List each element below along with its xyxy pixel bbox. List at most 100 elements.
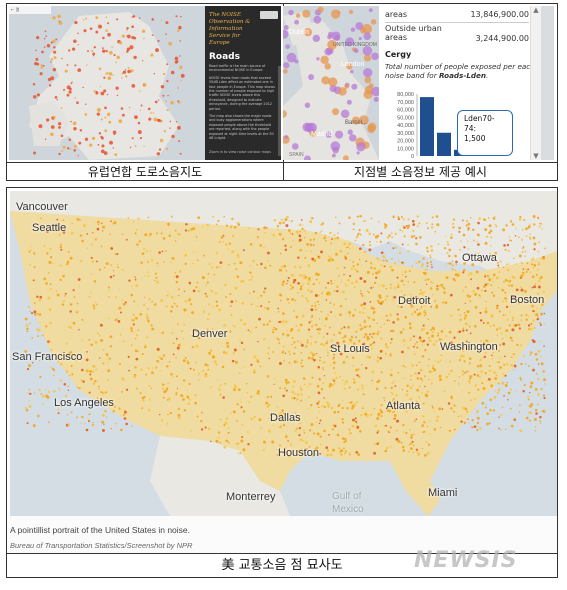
eu-noise-dot xyxy=(128,106,131,109)
us-noise-dot xyxy=(148,298,151,300)
eu-road-noise-map[interactable]: ← 맵 The NOISE Observation & Information … xyxy=(9,6,281,160)
us-noise-dot xyxy=(377,301,381,305)
us-noise-dot xyxy=(172,342,175,345)
us-traffic-noise-map[interactable]: Vancouver Seattle Denver San Francisco L… xyxy=(10,191,557,516)
point-noise-dot xyxy=(342,155,349,160)
us-noise-dot xyxy=(379,284,381,287)
us-noise-dot xyxy=(297,431,299,433)
us-noise-dot xyxy=(416,215,419,218)
us-noise-dot xyxy=(177,323,179,325)
us-noise-dot xyxy=(431,250,433,252)
us-noise-dot xyxy=(266,226,268,229)
eu-noise-dot xyxy=(108,50,113,55)
us-noise-dot xyxy=(420,300,424,303)
us-noise-dot xyxy=(109,345,113,348)
us-noise-dot xyxy=(423,291,425,294)
us-noise-dot xyxy=(260,294,263,297)
us-noise-dot xyxy=(481,401,485,405)
us-noise-dot xyxy=(401,243,404,246)
us-noise-dot xyxy=(234,360,238,364)
us-noise-dot xyxy=(429,420,431,422)
us-noise-dot xyxy=(256,305,259,308)
us-noise-dot xyxy=(383,399,386,402)
us-noise-dot xyxy=(465,329,468,332)
us-noise-dot xyxy=(183,308,187,312)
us-noise-dot xyxy=(404,270,408,274)
us-noise-dot xyxy=(315,272,318,276)
us-noise-dot xyxy=(364,412,368,416)
us-noise-dot xyxy=(51,367,54,370)
us-noise-dot xyxy=(310,403,313,407)
scroll-down-icon[interactable]: ▼ xyxy=(533,152,539,160)
us-noise-dot xyxy=(277,228,279,231)
us-noise-dot xyxy=(67,325,70,328)
us-noise-dot xyxy=(508,236,510,238)
us-noise-dot xyxy=(286,280,289,282)
us-noise-dot xyxy=(519,215,522,219)
us-noise-dot xyxy=(308,396,310,399)
us-noise-dot xyxy=(26,422,29,425)
us-noise-dot xyxy=(505,224,508,227)
us-noise-dot xyxy=(414,372,417,375)
us-noise-dot xyxy=(343,335,347,338)
us-noise-dot xyxy=(476,233,480,237)
us-noise-dot xyxy=(423,311,425,313)
us-noise-dot xyxy=(344,351,346,354)
us-noise-dot xyxy=(212,215,215,218)
scroll-up-icon[interactable]: ▲ xyxy=(533,6,539,14)
us-noise-dot xyxy=(476,365,480,368)
us-noise-dot xyxy=(431,266,433,269)
us-noise-dot xyxy=(368,240,371,243)
us-noise-dot xyxy=(396,285,400,288)
eu-noise-dot xyxy=(179,65,183,70)
us-noise-dot xyxy=(67,423,71,427)
point-map-canvas[interactable]: Dublin UNITED KINGDOM London Madrid Barc… xyxy=(283,6,379,160)
us-noise-dot xyxy=(320,310,323,313)
map-header[interactable]: ← 맵 xyxy=(9,6,51,14)
us-noise-dot xyxy=(118,407,121,410)
us-noise-dot xyxy=(403,284,405,286)
us-noise-dot xyxy=(296,360,299,363)
us-noise-dot xyxy=(301,314,305,318)
point-noise-dot xyxy=(308,74,315,81)
us-noise-dot xyxy=(286,330,288,332)
us-noise-dot xyxy=(192,227,196,231)
eu-noise-dot xyxy=(62,88,66,91)
us-noise-dot xyxy=(343,242,347,246)
us-noise-dot xyxy=(331,428,334,431)
us-noise-dot xyxy=(409,429,411,431)
sidebar-scrollbar[interactable] xyxy=(278,66,281,156)
us-noise-dot xyxy=(239,261,243,265)
us-noise-dot xyxy=(174,229,177,232)
point-noise-dot xyxy=(327,77,338,87)
eu-noise-dot xyxy=(53,50,57,54)
us-noise-dot xyxy=(379,240,382,244)
us-noise-dot xyxy=(300,365,303,368)
info-sidebar: The NOISE Observation & Information Serv… xyxy=(205,6,281,160)
info-scrollbar[interactable]: ▲ ▼ xyxy=(530,6,541,160)
eu-noise-dot xyxy=(100,149,105,154)
us-noise-dot xyxy=(277,311,280,313)
us-noise-dot xyxy=(373,443,376,445)
us-noise-dot xyxy=(417,372,421,375)
us-noise-dot xyxy=(219,393,222,396)
us-noise-dot xyxy=(421,263,424,266)
us-noise-dot xyxy=(304,232,307,234)
us-noise-dot xyxy=(410,447,413,450)
us-noise-dot xyxy=(282,280,285,284)
us-noise-dot xyxy=(223,215,225,218)
us-noise-dot xyxy=(248,279,251,282)
us-noise-dot xyxy=(536,317,540,321)
point-noise-info-map[interactable]: Dublin UNITED KINGDOM London Madrid Barc… xyxy=(283,6,554,160)
us-noise-dot xyxy=(134,317,136,320)
eu-noise-dot xyxy=(137,130,142,135)
us-noise-dot xyxy=(92,421,94,424)
us-noise-dot xyxy=(267,251,270,255)
point-noise-dot xyxy=(367,124,376,134)
us-noise-dot xyxy=(543,322,546,324)
point-noise-dot xyxy=(313,15,322,24)
us-noise-dot xyxy=(88,420,90,423)
us-noise-dot xyxy=(373,281,377,285)
us-map-canvas[interactable] xyxy=(10,191,557,516)
us-noise-dot xyxy=(112,270,115,272)
